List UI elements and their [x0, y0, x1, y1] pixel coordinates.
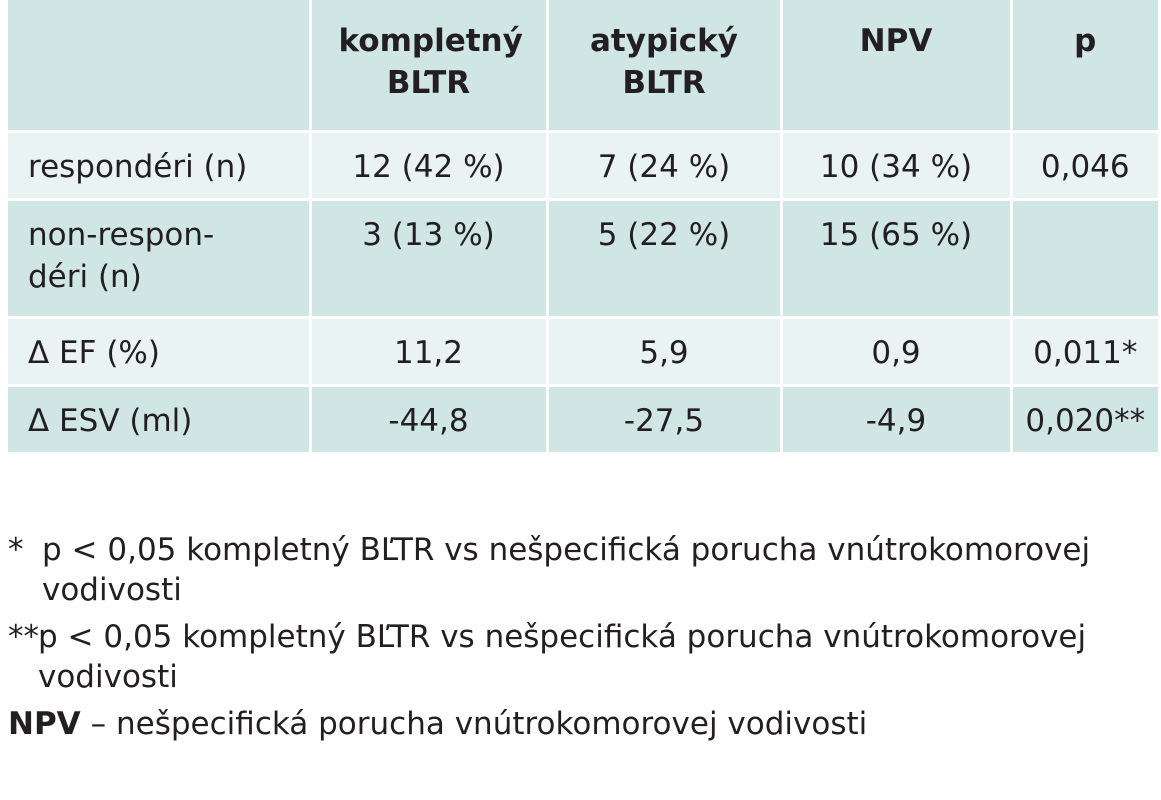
footnote-2: ** p < 0,05 kompletný BĽTR vs nešpecific…	[8, 617, 1158, 697]
table-cell: 5 (22 %)	[547, 199, 783, 317]
header-cell-kompletny-bltr: kompletný BĽTR	[310, 0, 549, 131]
table-cell: 0,046	[1040, 148, 1130, 185]
header-cell-npv: NPV	[781, 0, 1013, 131]
table-cell: 10 (34 %)	[781, 131, 1013, 199]
table-cell: 11,2	[310, 317, 549, 385]
header-cell-empty	[8, 0, 312, 131]
footnotes: * p < 0,05 kompletný BĽTR vs nešpecifick…	[8, 530, 1158, 751]
table-cell: 7 (24 %)	[547, 131, 783, 199]
table-cell: -27,5	[547, 385, 783, 453]
footnote-text: p < 0,05 kompletný BĽTR vs nešpecifická …	[38, 619, 1087, 695]
table-cell	[1011, 199, 1158, 317]
table-cell: 3 (13 %)	[310, 199, 549, 317]
footnote-text: p < 0,05 kompletný BĽTR vs nešpecifická …	[42, 532, 1091, 608]
table-row: non-respon-déri (n) 3 (13 %) 5 (22 %) 15…	[8, 199, 1158, 317]
table-row: Δ EF (%) 11,2 5,9 0,9 0,011*	[8, 317, 1158, 385]
row-label: respondéri (n)	[8, 131, 312, 199]
table-cell: 0,020**	[1025, 402, 1146, 439]
row-label: non-respon-déri (n)	[8, 199, 312, 317]
footnote-1: * p < 0,05 kompletný BĽTR vs nešpecifick…	[8, 530, 1158, 610]
row-label-text: non-respon-déri (n)	[28, 216, 215, 295]
header-atypicky-label: atypický BĽTR	[590, 23, 738, 101]
footnote-text: – nešpecifická porucha vnútrokomorovej v…	[90, 706, 868, 742]
table-cell: 12 (42 %)	[310, 131, 549, 199]
table-cell: 0,9	[781, 317, 1013, 385]
header-cell-p: p	[1074, 23, 1097, 59]
footnote-mark: **	[8, 619, 39, 655]
table-header-row: kompletný BĽTR atypický BĽTR NPV p	[8, 0, 1158, 131]
footnote-3: NPV – nešpecifická porucha vnútrokomorov…	[8, 704, 1158, 744]
results-table: kompletný BĽTR atypický BĽTR NPV p respo…	[8, 0, 1158, 455]
table-cell: -4,9	[781, 385, 1013, 453]
table-cell: 15 (65 %)	[781, 199, 1013, 317]
header-kompletny-label: kompletný BĽTR	[338, 23, 523, 101]
row-label: Δ ESV (ml)	[8, 385, 312, 453]
table-cell: 5,9	[547, 317, 783, 385]
footnote-mark: *	[8, 532, 24, 568]
row-label: Δ EF (%)	[8, 317, 312, 385]
table-cell: -44,8	[310, 385, 549, 453]
table-cell: 0,011*	[1033, 334, 1138, 371]
footnote-mark: NPV	[8, 706, 81, 742]
header-cell-atypicky-bltr: atypický BĽTR	[547, 0, 783, 131]
table-row: Δ ESV (ml) -44,8 -27,5 -4,9 0,020**	[8, 385, 1158, 453]
table-row: respondéri (n) 12 (42 %) 7 (24 %) 10 (34…	[8, 131, 1158, 199]
